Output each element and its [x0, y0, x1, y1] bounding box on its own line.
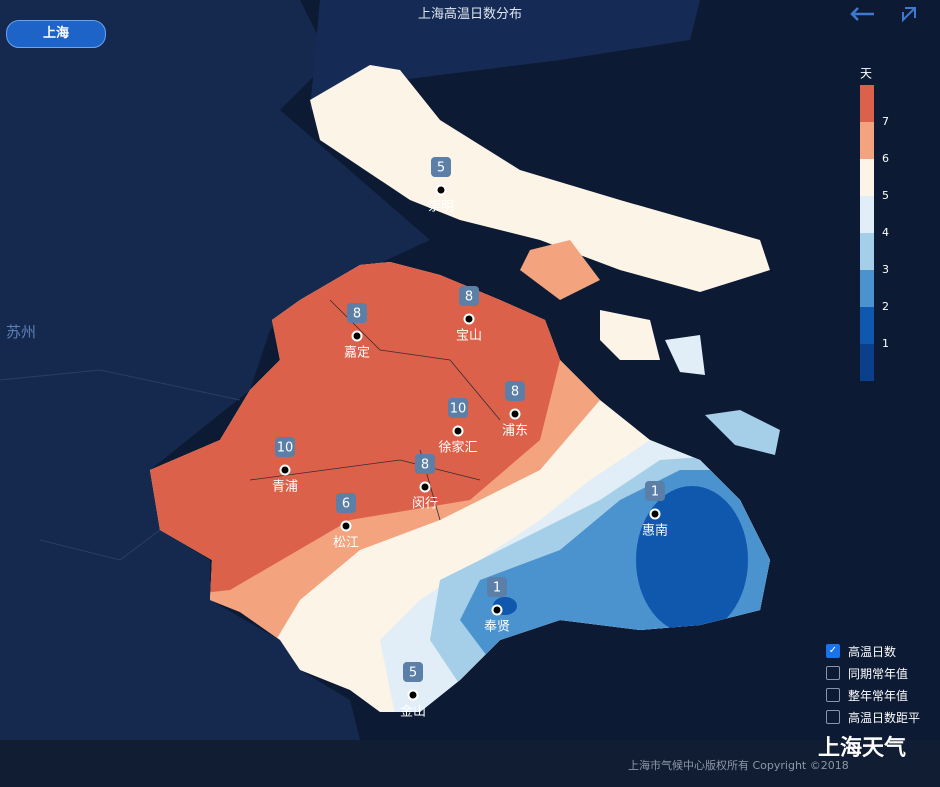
value-badge — [403, 662, 423, 682]
station-name: 嘉定 — [344, 346, 370, 361]
station-dot — [509, 408, 521, 420]
island — [665, 335, 705, 375]
land — [310, 0, 700, 110]
title: 上海高温日数分布 — [417, 7, 522, 22]
value-badge — [459, 286, 479, 306]
island — [600, 310, 660, 360]
station-value: 5 — [409, 666, 417, 681]
station-name: 奉贤 — [484, 620, 510, 635]
legend-tick: 7 — [882, 115, 889, 128]
legend-swatch — [860, 307, 874, 344]
station-name: 松江 — [333, 536, 359, 551]
station-dot — [491, 604, 503, 616]
legend-swatch — [860, 159, 874, 196]
station-value: 8 — [421, 458, 429, 473]
legend-tick: 4 — [882, 226, 889, 239]
station-dot — [279, 464, 291, 476]
station-dot — [463, 313, 475, 325]
watermark: 上海天气 — [818, 736, 907, 761]
value-badge — [275, 437, 295, 457]
checkbox[interactable]: ✓ — [826, 644, 840, 658]
value-badge — [347, 303, 367, 323]
copyright: 上海市气候中心版权所有 Copyright ©2018 — [628, 759, 849, 772]
neighbor-label: 苏州 — [6, 323, 36, 341]
station-name: 崇明 — [428, 200, 454, 215]
station-name: 青浦 — [272, 480, 298, 495]
legend-tick: 2 — [882, 300, 889, 313]
station-name: 金山 — [400, 704, 426, 720]
station-value: 5 — [437, 161, 445, 176]
land — [0, 0, 430, 740]
value-badge — [336, 493, 356, 513]
boundary — [0, 369, 241, 561]
value-badge — [448, 398, 468, 418]
legend-swatch — [860, 344, 874, 381]
layer-list: ✓ 高温日数同期常年值整年常年值高温日数距平 — [826, 640, 920, 728]
layer-option[interactable]: 高温日数距平 — [826, 706, 920, 728]
layer-label: 整年常年值 — [848, 688, 909, 703]
station-name: 徐家汇 — [438, 440, 477, 456]
station-dot — [340, 520, 352, 532]
legend-tick: 6 — [882, 152, 889, 165]
legend-tick: 1 — [882, 337, 889, 350]
layer-option[interactable]: 整年常年值 — [826, 684, 920, 706]
layer-label: 同期常年值 — [848, 666, 909, 681]
chongming — [310, 65, 770, 292]
legend-swatch — [860, 196, 874, 233]
back-icon[interactable] — [850, 7, 874, 21]
station-name: 闵行 — [412, 497, 438, 512]
station-value: 1 — [493, 581, 501, 596]
station-name: 宝山 — [456, 329, 482, 344]
legend-swatch — [860, 270, 874, 307]
layer-label: 高温日数 — [848, 644, 897, 659]
station-value: 8 — [465, 290, 473, 305]
station-value: 8 — [511, 385, 519, 400]
station-dot — [649, 508, 661, 520]
fullscreen-icon[interactable] — [902, 7, 916, 23]
value-badge — [505, 381, 525, 401]
checkbox[interactable] — [826, 710, 840, 724]
checkbox[interactable] — [826, 666, 840, 680]
layer-option[interactable]: 同期常年值 — [826, 662, 920, 684]
station-value: 1 — [651, 485, 659, 500]
station-dot — [407, 689, 419, 701]
legend-swatch — [860, 122, 874, 159]
island — [520, 240, 600, 300]
checkbox[interactable] — [826, 688, 840, 702]
legend-swatch — [860, 233, 874, 270]
station-dot — [419, 481, 431, 493]
station-value: 8 — [353, 307, 361, 322]
value-badge — [645, 481, 665, 501]
legend-tick: 5 — [882, 189, 889, 202]
region-button[interactable]: 上海 — [6, 20, 106, 48]
station-dot — [435, 184, 447, 196]
station-dot — [452, 425, 464, 437]
station-value: 10 — [450, 402, 467, 417]
legend-tick: 3 — [882, 263, 889, 276]
island — [705, 410, 780, 455]
footer — [0, 740, 940, 787]
layer-label: 高温日数距平 — [848, 710, 921, 725]
value-badge — [415, 454, 435, 474]
station-name: 浦东 — [502, 424, 528, 439]
station-dot — [351, 330, 363, 342]
station-value: 6 — [342, 497, 350, 512]
value-badge — [431, 157, 451, 177]
layer-option[interactable]: ✓ 高温日数 — [826, 640, 920, 662]
legend-unit: 天 — [860, 67, 872, 81]
station-name: 惠南 — [642, 523, 668, 539]
legend-swatch — [860, 85, 874, 122]
value-badge — [487, 577, 507, 597]
station-value: 10 — [277, 441, 294, 456]
